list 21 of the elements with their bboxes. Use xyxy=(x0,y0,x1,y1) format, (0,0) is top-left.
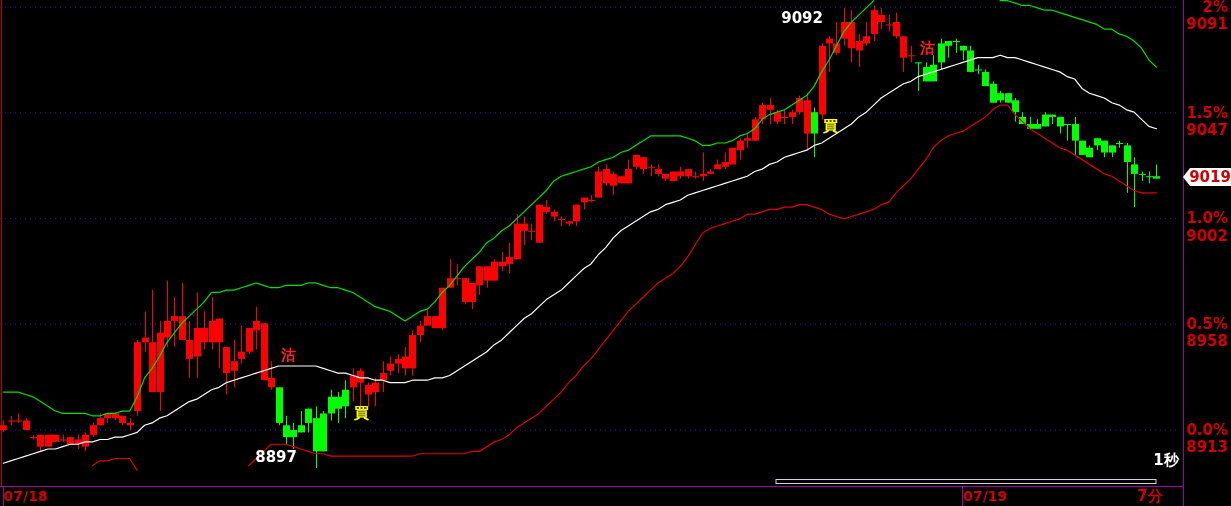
x-tick-label: 07/18 xyxy=(3,488,48,504)
annotation: 買 xyxy=(352,404,369,422)
annotation: 1秒 xyxy=(1153,451,1180,469)
y2-tick-label: 0.0% xyxy=(1186,420,1228,439)
y-tick-label: 9047 xyxy=(1186,120,1228,139)
text: 9019 xyxy=(1189,168,1231,186)
y-tick-label: 9002 xyxy=(1186,226,1228,245)
annotation: 買 xyxy=(821,117,838,135)
text: 7分 xyxy=(1137,487,1164,505)
y-tick-label: 9091 xyxy=(1186,15,1228,34)
annotation: 沽 xyxy=(279,346,296,364)
annotation: 沽 xyxy=(918,39,935,57)
y-tick-label: 8913 xyxy=(1186,438,1228,457)
y2-tick-label: 1.0% xyxy=(1186,209,1228,228)
y2-tick-label: 1.5% xyxy=(1186,103,1228,122)
y2-tick-label: 0.5% xyxy=(1186,315,1228,334)
annotation: 9092 xyxy=(781,9,823,27)
x-tick-label: 07/19 xyxy=(963,488,1008,504)
y-tick-label: 8958 xyxy=(1186,332,1228,351)
annotation: 8897 xyxy=(255,448,297,466)
y2-tick-label: 2% xyxy=(1202,0,1228,16)
